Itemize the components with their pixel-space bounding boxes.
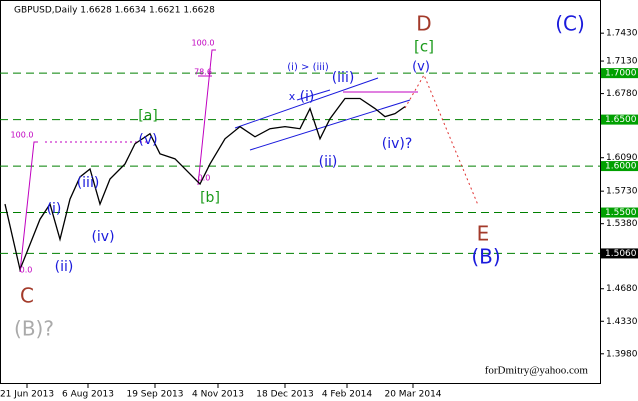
wave-label: 100.0 — [11, 131, 34, 140]
x-tick-label: 20 Mar 2014 — [384, 390, 441, 400]
price-line — [4, 97, 406, 272]
wave-label: (ii) — [55, 259, 74, 275]
level-label: 1.6000 — [605, 162, 637, 172]
wave-label: (C) — [555, 12, 585, 36]
chart-title: GBPUSD,Daily 1.6628 1.6634 1.6621 1.6628 — [14, 6, 215, 16]
y-tick-label: 1.4680 — [606, 284, 638, 294]
channel-line — [296, 89, 331, 101]
fib-line — [197, 49, 216, 186]
wave-label: (iii) — [332, 70, 355, 86]
wave-label: (i) — [300, 89, 315, 105]
x-tick-label: 4 Nov 2013 — [192, 390, 244, 400]
wave-label: E — [477, 222, 490, 246]
wave-label: (iv)? — [382, 136, 413, 152]
wave-label: (v) — [412, 60, 430, 75]
level-label: 1.5500 — [605, 208, 637, 218]
fib-line — [19, 141, 38, 273]
wave-label: (B)? — [14, 317, 54, 341]
channel-line — [249, 99, 411, 151]
y-tick-label: 1.5380 — [606, 219, 638, 229]
x-tick-label: 19 Sep 2013 — [126, 390, 183, 400]
forecast-line — [404, 73, 479, 206]
watermark: forDmitry@yahoo.com — [485, 365, 589, 377]
level-label: 1.5060 — [605, 249, 637, 259]
y-tick-label: 1.7130 — [606, 57, 638, 67]
wave-label: (v) — [138, 132, 157, 148]
plot-frame — [0, 0, 601, 384]
wave-label: C — [20, 284, 34, 308]
wave-label: 100.0 — [192, 39, 215, 48]
wave-label: [b] — [200, 190, 220, 206]
wave-label: (iv) — [91, 229, 114, 245]
level-label-box — [601, 161, 638, 172]
y-tick-label: 1.7430 — [606, 29, 638, 39]
wave-label: (iii) — [77, 175, 100, 191]
x-tick-label: 18 Dec 2013 — [256, 390, 314, 400]
y-tick-label: 1.6780 — [606, 89, 638, 99]
y-tick-label: 1.4330 — [606, 317, 638, 327]
level-label: 1.7000 — [605, 69, 637, 79]
x-tick-label: 4 Feb 2014 — [322, 390, 373, 400]
wave-label: x — [289, 90, 296, 103]
wave-label: 0.0 — [198, 174, 211, 183]
level-label-box — [601, 68, 638, 79]
wave-label: (i) — [47, 201, 62, 217]
level-label-box — [601, 114, 638, 125]
wave-label: [a] — [138, 108, 158, 124]
y-tick-label: 1.6090 — [606, 153, 638, 163]
y-tick-label: 1.3980 — [606, 349, 638, 359]
level-label: 1.6500 — [605, 115, 637, 125]
y-tick-label: 1.5730 — [606, 187, 638, 197]
wave-label: 78.6 — [194, 68, 212, 77]
channel-line — [234, 77, 379, 129]
level-label-box — [601, 207, 638, 218]
wave-label: [c] — [414, 38, 434, 56]
wave-label: (i) > (iii) — [287, 62, 329, 73]
wave-label: D — [416, 12, 431, 36]
wave-label: 0.0 — [20, 266, 33, 275]
x-tick-label: 6 Aug 2013 — [62, 390, 114, 400]
x-tick-label: 21 Jun 2013 — [0, 390, 54, 400]
level-label-box — [601, 248, 638, 259]
wave-label: (B) — [471, 245, 500, 269]
wave-label: (ii) — [319, 154, 338, 170]
